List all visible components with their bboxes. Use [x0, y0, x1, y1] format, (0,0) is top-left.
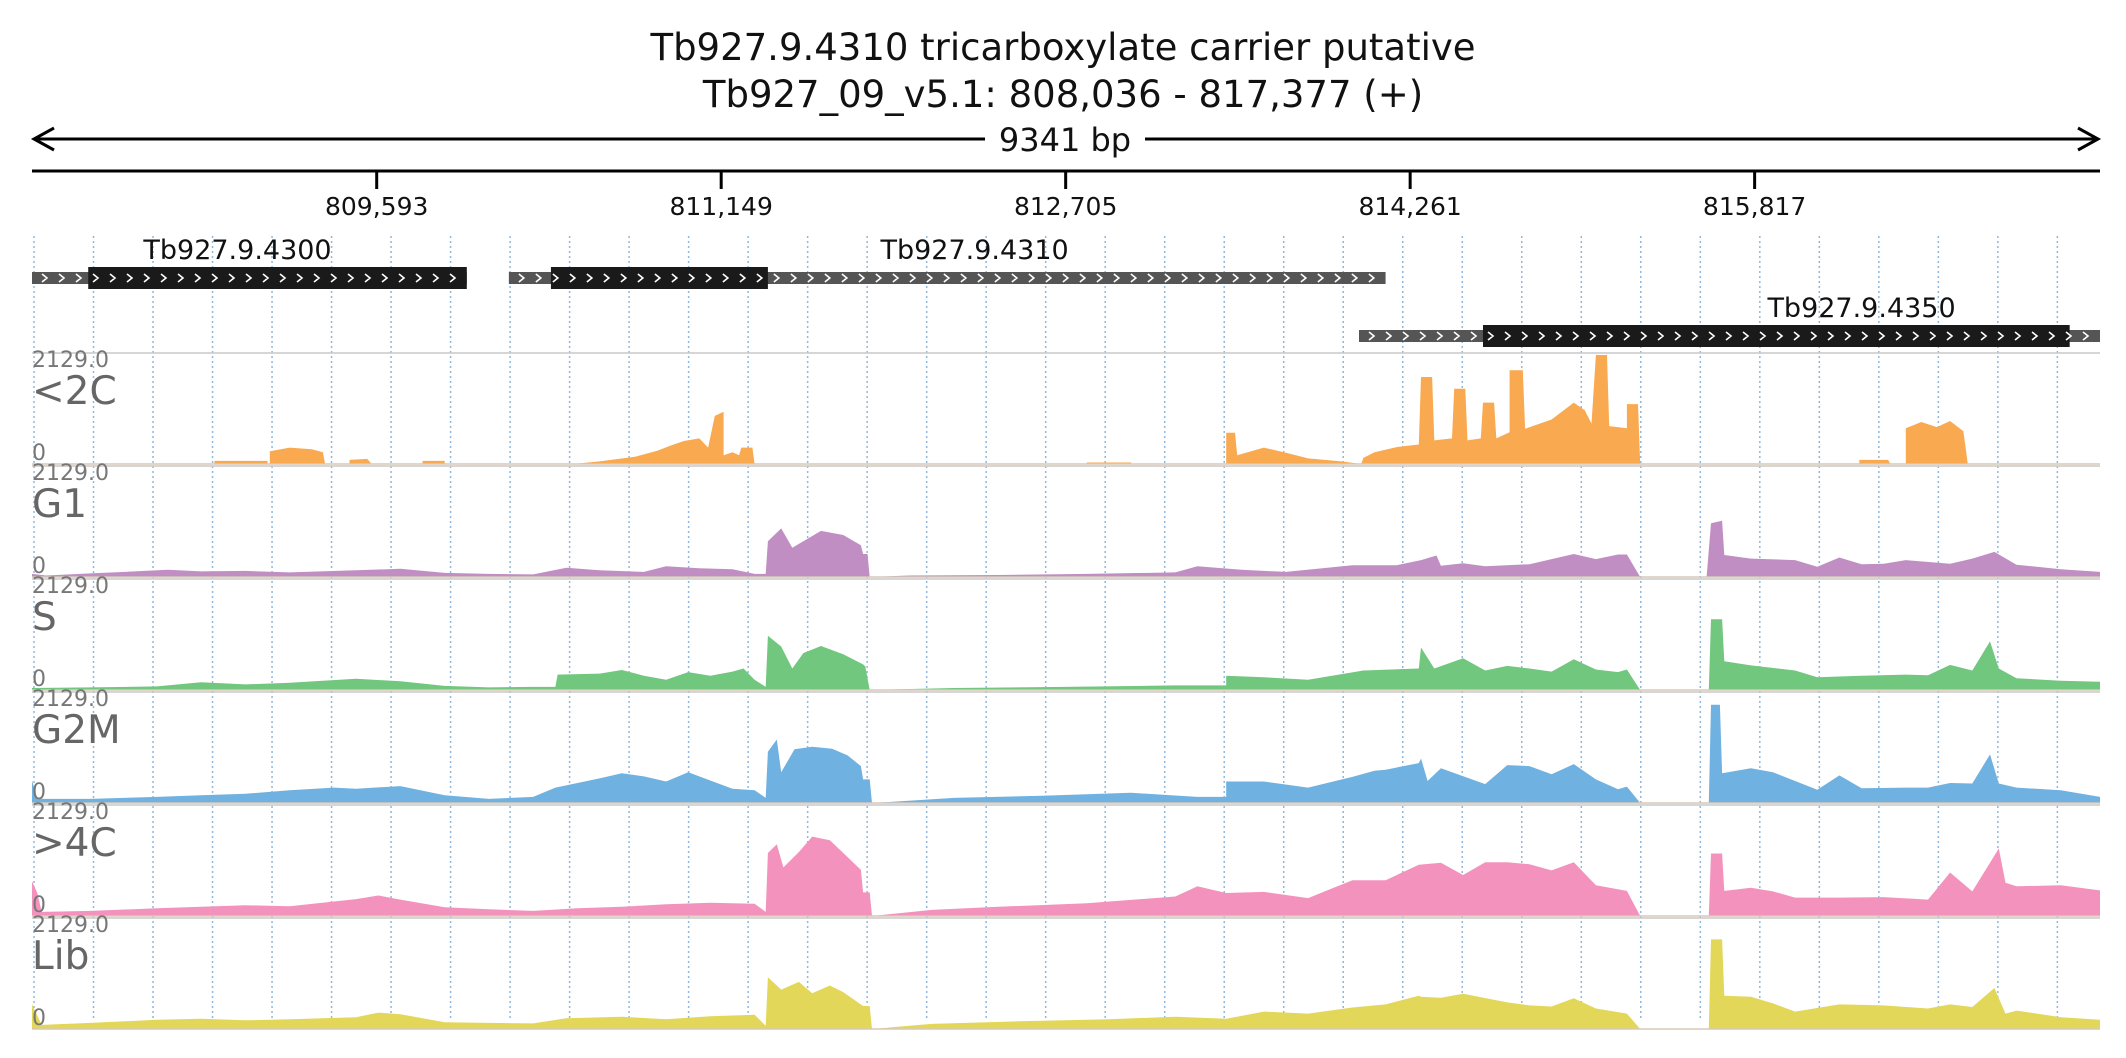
- span-label: 9341 bp: [999, 121, 1131, 159]
- coverage-area: [32, 704, 2100, 803]
- track-name-label: S: [32, 595, 57, 640]
- track-name-label: >4C: [32, 821, 117, 866]
- coverage-track: 2129.0 0 Lib: [32, 913, 2100, 1031]
- coverage-track: 2129.0 0 G2M: [32, 687, 2100, 805]
- track-ymax-label: 2129.0: [32, 800, 109, 825]
- gene-label: Tb927.9.4350: [1766, 293, 1955, 324]
- track-ymin-label: 0: [32, 667, 46, 692]
- coverage-area: [32, 939, 2100, 1029]
- coverage-area: [32, 520, 2100, 577]
- axis-tick-label: 812,705: [1014, 192, 1117, 221]
- axis-tick-label: 811,149: [669, 192, 772, 221]
- track-ymax-label: 2129.0: [32, 574, 109, 599]
- chart-title: Tb927.9.4310 tricarboxylate carrier puta…: [650, 26, 1476, 69]
- track-name-label: G2M: [32, 708, 121, 753]
- strand-arrows-icon: [41, 273, 457, 283]
- track-ymax-label: 2129.0: [32, 348, 109, 373]
- track-name-label: <2C: [32, 369, 117, 414]
- coverage-area: [32, 619, 2100, 690]
- gene-label: Tb927.9.4300: [142, 235, 331, 266]
- gene-cds: [88, 267, 467, 289]
- track-name-label: G1: [32, 482, 87, 527]
- axis-tick-label: 815,817: [1703, 192, 1806, 221]
- coverage-track: 2129.0 0 <2C: [32, 348, 2100, 466]
- track-ymin-label: 0: [32, 441, 46, 466]
- gene-label: Tb927.9.4310: [879, 235, 1068, 266]
- strand-arrows-icon: [518, 273, 1376, 283]
- coverage-area: [32, 836, 2100, 916]
- gene-cds: [1482, 325, 2070, 347]
- track-ymax-label: 2129.0: [32, 913, 109, 938]
- axis-tick-label: 814,261: [1358, 192, 1461, 221]
- coverage-track: 2129.0 0 >4C: [32, 800, 2100, 918]
- track-name-label: Lib: [32, 934, 89, 979]
- track-ymin-label: 0: [32, 554, 46, 579]
- track-ymin-label: 0: [32, 780, 46, 805]
- track-ymin-label: 0: [32, 1006, 46, 1031]
- track-ymax-label: 2129.0: [32, 687, 109, 712]
- track-ymax-label: 2129.0: [32, 461, 109, 486]
- gene-model: Tb927.9.4350: [1359, 293, 2100, 347]
- arrowhead-right-icon: [2077, 126, 2102, 152]
- gene-model: Tb927.9.4300: [32, 235, 467, 289]
- chart-subtitle: Tb927_09_v5.1: 808,036 - 817,377 (+): [702, 73, 1424, 116]
- axis-tick-label: 809,593: [325, 192, 428, 221]
- coverage-area: [32, 355, 2100, 464]
- arrowhead-left-icon: [30, 126, 55, 152]
- strand-arrows-icon: [1368, 331, 2090, 341]
- coverage-track: 2129.0 0 G1: [32, 461, 2100, 579]
- coverage-track: 2129.0 0 S: [32, 574, 2100, 692]
- gene-model: Tb927.9.4310: [508, 235, 1386, 289]
- track-ymin-label: 0: [32, 893, 46, 918]
